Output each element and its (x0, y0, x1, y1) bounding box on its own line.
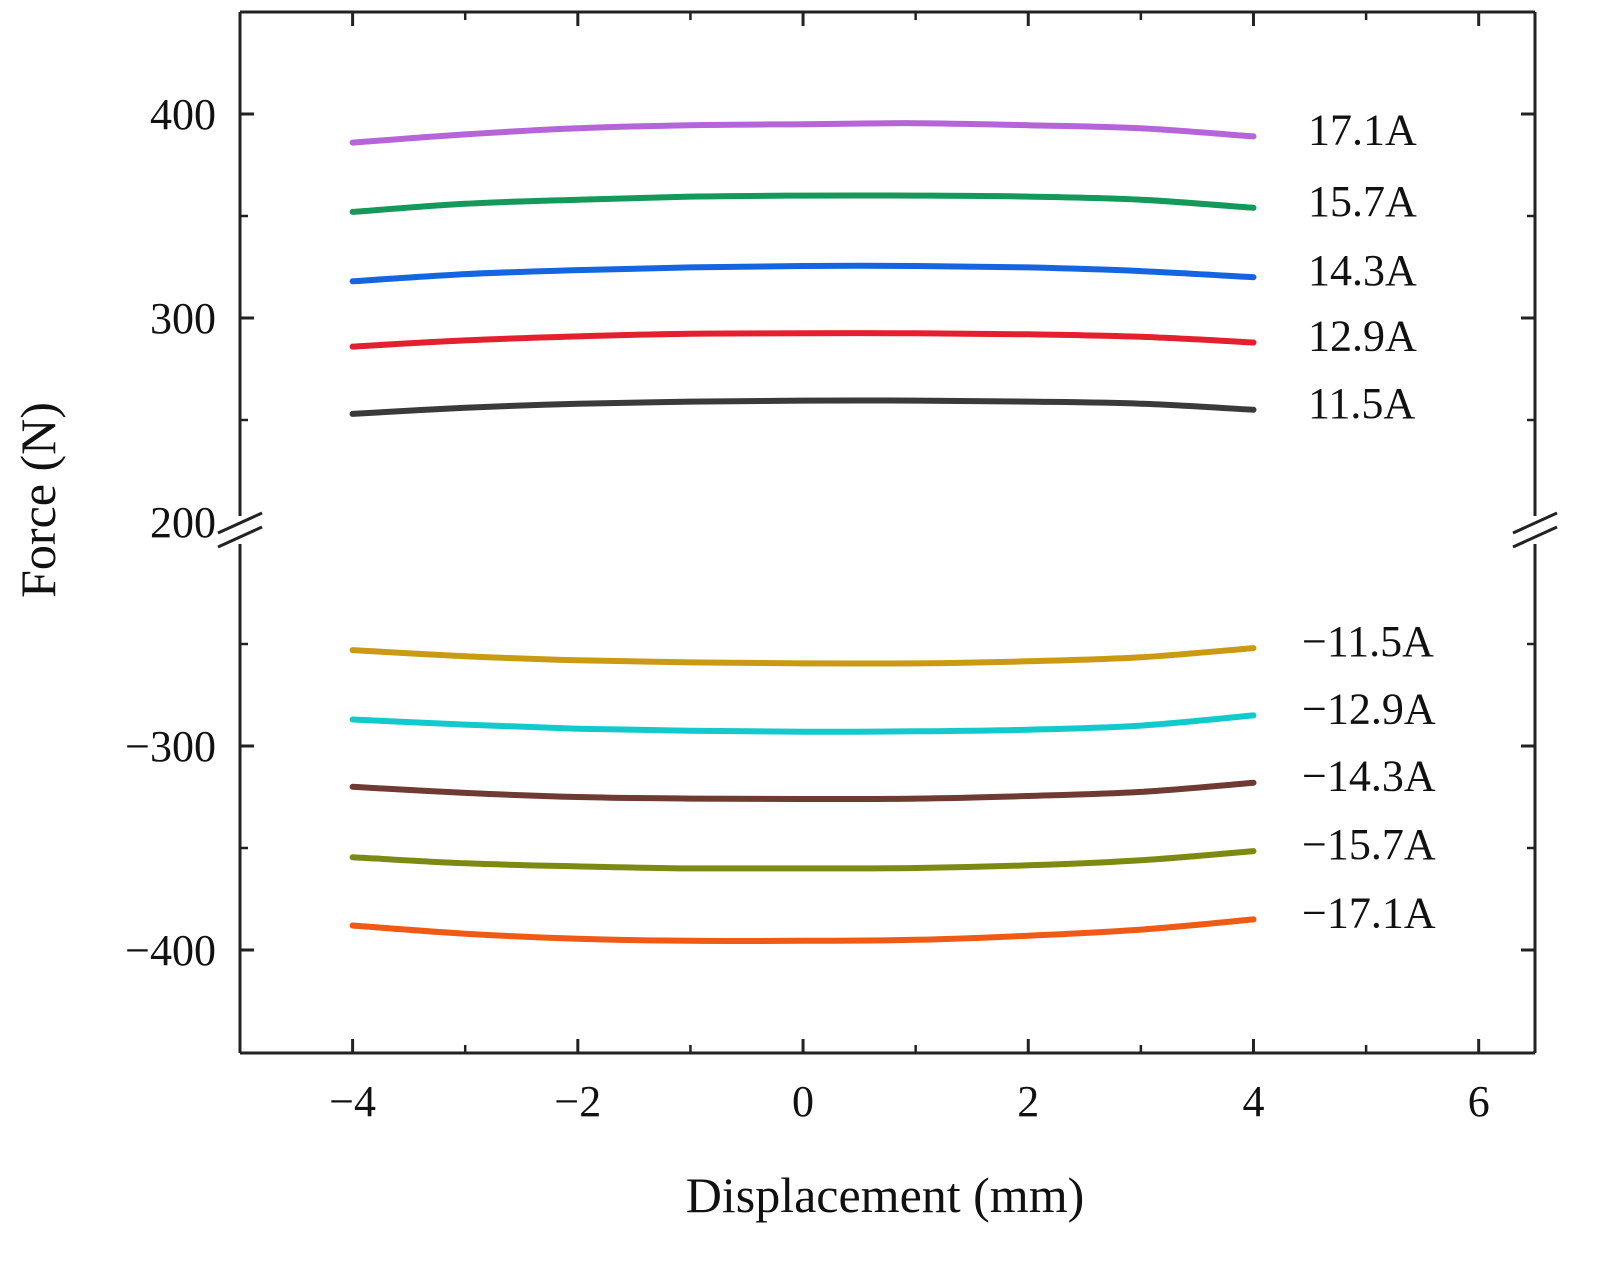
x-axis-title: Displacement (mm) (686, 1167, 1085, 1223)
y-tick-label: 400 (150, 90, 216, 139)
series-label-5: 11.5A (1308, 379, 1415, 428)
x-tick-label: −2 (554, 1077, 601, 1126)
series-label-7: −12.9A (1302, 684, 1436, 733)
series-label-3: 14.3A (1308, 246, 1417, 295)
x-tick-label: 0 (792, 1077, 814, 1126)
series-line-5 (349, 397, 1257, 417)
break-slash-right-2 (1512, 525, 1558, 549)
series-line-8 (349, 779, 1257, 803)
axis-break-marks (217, 511, 1558, 549)
series-lines (349, 120, 1257, 945)
x-tick-label: 4 (1242, 1077, 1264, 1126)
series-label-8: −14.3A (1302, 752, 1436, 801)
break-slash-left-2 (217, 525, 263, 549)
series-line-2 (349, 192, 1257, 215)
y-tick-label: 300 (150, 294, 216, 343)
series-labels: 17.1A 15.7A 14.3A 12.9A 11.5A −11.5A −12.9A −14… (1302, 105, 1436, 937)
y-tick-label: 200 (150, 498, 216, 547)
series-label-6: −11.5A (1302, 617, 1434, 666)
series-line-3 (349, 262, 1257, 285)
plot-frame (238, 10, 1537, 1055)
x-tick-label: 6 (1468, 1077, 1490, 1126)
tick-labels: −4 −2 0 2 4 6 400 300 200 −300 −400 (125, 90, 1490, 1126)
series-line-9 (349, 848, 1257, 872)
break-slash-right-1 (1512, 511, 1558, 535)
series-label-4: 12.9A (1308, 311, 1417, 360)
series-line-1 (349, 120, 1257, 146)
series-label-10: −17.1A (1302, 888, 1436, 937)
axis-ticks (238, 12, 1535, 1053)
x-tick-label: −4 (329, 1077, 376, 1126)
y-tick-label: −300 (125, 722, 216, 771)
series-line-6 (349, 645, 1257, 667)
series-label-2: 15.7A (1308, 177, 1417, 226)
series-line-7 (349, 712, 1257, 735)
y-tick-label: −400 (125, 926, 216, 975)
series-label-1: 17.1A (1308, 105, 1417, 154)
y-axis-title: Force (N) (10, 402, 66, 598)
series-line-4 (349, 330, 1257, 350)
series-label-9: −15.7A (1302, 820, 1436, 869)
break-slash-left-1 (217, 511, 263, 535)
x-tick-label: 2 (1017, 1077, 1039, 1126)
series-line-10 (349, 916, 1257, 945)
